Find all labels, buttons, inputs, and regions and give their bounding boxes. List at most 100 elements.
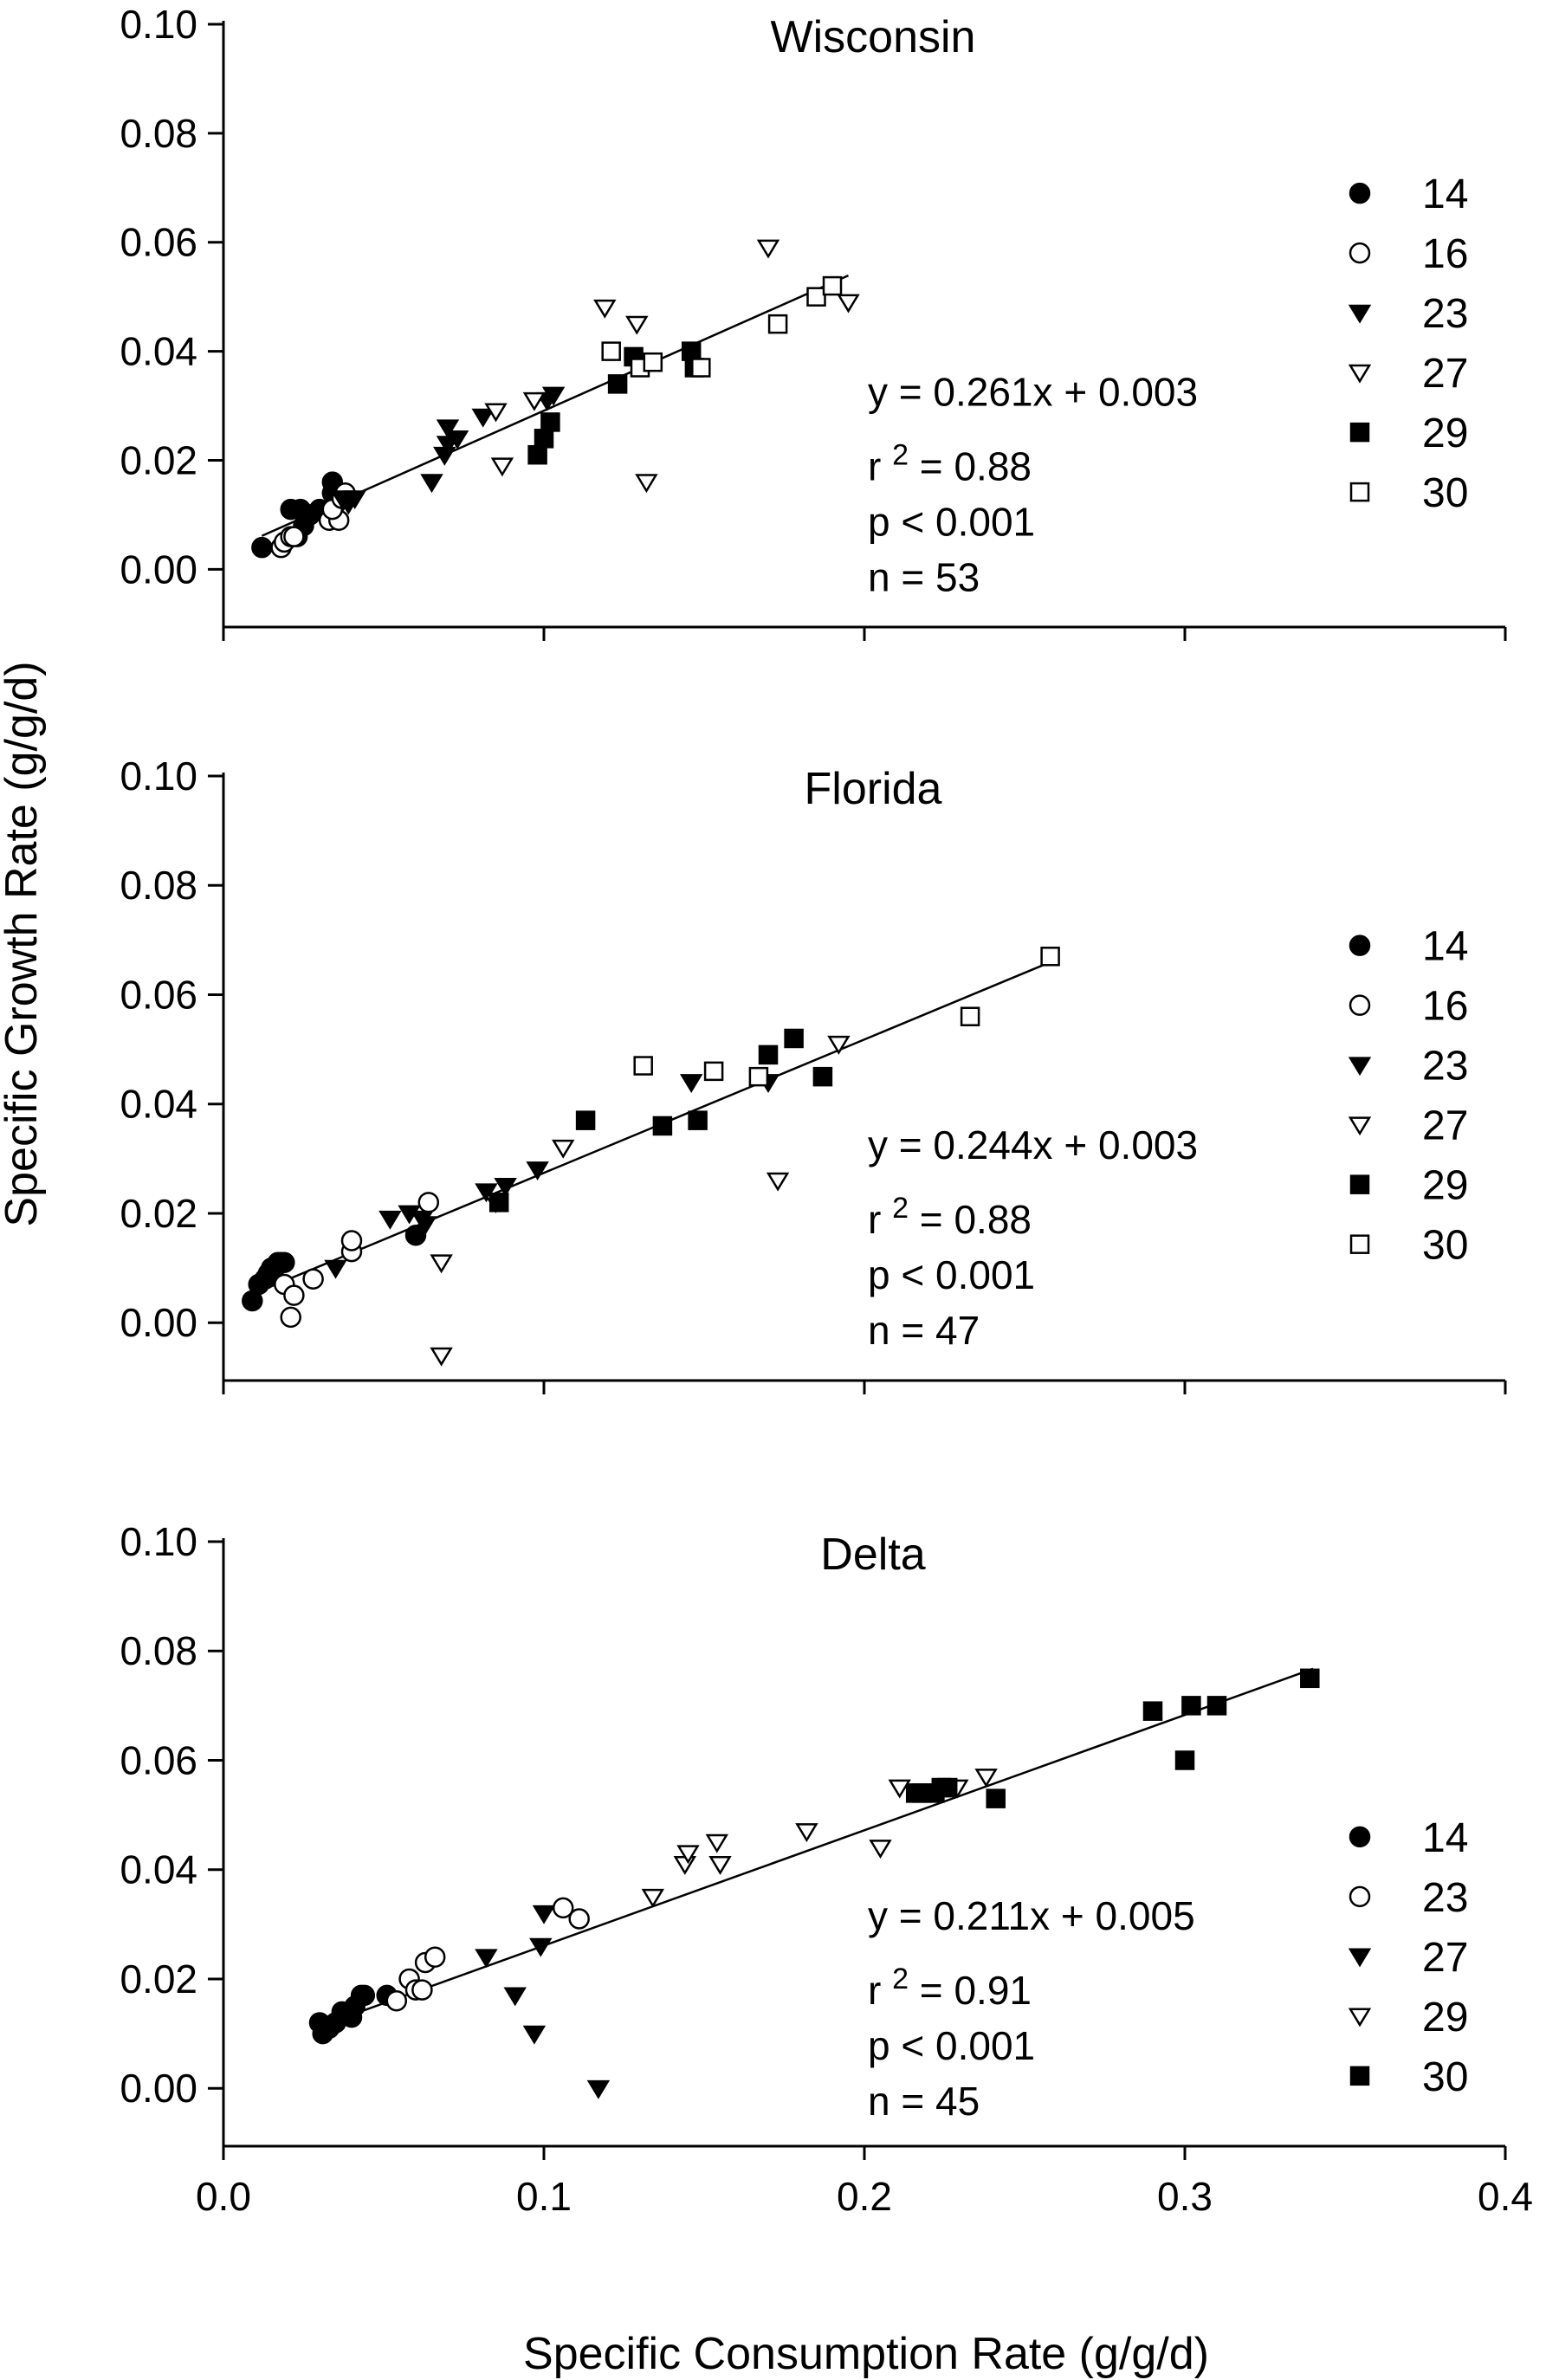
data-point	[385, 1989, 408, 2012]
fit-statistics: y = 0.261x + 0.003 r 2 = 0.88 p < 0.001 n =…	[868, 370, 1198, 600]
legend-marker	[1349, 422, 1370, 443]
y-tick-label: 0.02	[120, 437, 197, 482]
data-point	[601, 341, 621, 361]
data-point	[471, 408, 495, 428]
data-point	[529, 1937, 553, 1957]
y-tick-label: 0.06	[120, 972, 197, 1017]
x-tick-label: 0.2	[837, 2174, 892, 2219]
regression-line	[319, 1667, 1314, 2028]
series-27	[484, 239, 860, 494]
data-point	[490, 457, 514, 477]
legend-label: 29	[1422, 411, 1468, 456]
y-tick-label: 0.00	[120, 546, 197, 592]
data-point	[756, 239, 780, 259]
data-point	[822, 275, 843, 296]
panel-delta: 0.00 0.02 0.04 0.06 0.08 0.10 0.0 0.1 0.2 0.3 0.4 D…	[120, 1519, 1533, 2219]
data-point	[748, 1066, 769, 1087]
legend-label: 23	[1422, 1875, 1468, 1921]
data-point	[302, 1268, 324, 1290]
data-point	[575, 1110, 596, 1130]
fit-statistics: y = 0.244x + 0.003 r 2 = 0.88 p < 0.001 n =…	[868, 1122, 1198, 1353]
data-point	[378, 1210, 402, 1230]
panel-title: Florida	[805, 764, 942, 814]
data-point	[527, 444, 547, 465]
data-point	[806, 287, 826, 307]
data-point	[551, 1139, 575, 1159]
y-tick-label: 0.04	[120, 1082, 197, 1127]
legend-marker	[1349, 994, 1371, 1016]
x-axis-title: Specific Consumption Rate (g/g/d)	[523, 2329, 1209, 2379]
r-squared: r 2 = 0.88	[868, 439, 1032, 489]
y-tick-label: 0.02	[120, 1191, 197, 1236]
equation: y = 0.211x + 0.005	[868, 1893, 1195, 1938]
equation: y = 0.244x + 0.003	[868, 1122, 1198, 1167]
series-29	[488, 1028, 833, 1213]
legend-marker	[1348, 2008, 1372, 2028]
data-point	[643, 352, 663, 372]
data-point	[691, 358, 711, 378]
data-point	[586, 2079, 611, 2099]
data-point	[283, 526, 305, 547]
data-point	[652, 1116, 673, 1136]
data-point	[1206, 1696, 1227, 1716]
data-point	[1300, 1668, 1320, 1689]
data-point	[503, 1987, 527, 2007]
y-tick-label: 0.04	[120, 1847, 197, 1892]
data-point	[532, 1905, 556, 1924]
legend-marker	[1348, 1057, 1372, 1077]
p-value: p < 0.001	[868, 500, 1035, 545]
data-point	[681, 341, 702, 361]
data-point	[767, 314, 788, 334]
y-tick-label: 0.10	[120, 1519, 197, 1564]
series-14	[242, 1224, 427, 1312]
data-point	[593, 299, 617, 319]
data-point	[679, 1074, 703, 1093]
data-point	[607, 374, 628, 394]
x-tick-label: 0.3	[1157, 2174, 1213, 2219]
y-axis-title: Specific Growth Rate (g/g/d)	[0, 661, 47, 1226]
data-point	[430, 1254, 453, 1274]
data-point	[424, 1946, 446, 1968]
legend-marker	[1349, 182, 1371, 204]
data-point	[974, 1769, 998, 1788]
legend-label: 29	[1422, 1995, 1468, 2040]
legend-label: 27	[1422, 1103, 1468, 1149]
legend-label: 30	[1422, 1223, 1468, 1269]
data-point	[688, 1110, 708, 1130]
series-30	[633, 947, 1060, 1087]
data-point	[433, 446, 456, 466]
series-27	[475, 1905, 611, 2099]
sample-size: n = 45	[868, 2079, 980, 2124]
series-14	[308, 1984, 398, 2045]
data-point	[1174, 1750, 1195, 1770]
data-point	[708, 1856, 732, 1875]
data-point	[869, 1840, 892, 1859]
legend-label: 23	[1422, 291, 1468, 337]
data-point	[758, 1044, 779, 1065]
data-point	[812, 1066, 833, 1087]
data-point	[795, 1823, 818, 1843]
data-point	[705, 1834, 729, 1853]
y-tick-label: 0.08	[120, 1628, 197, 1673]
data-point	[488, 1193, 509, 1213]
data-point	[324, 1259, 347, 1279]
legend-label: 14	[1422, 171, 1468, 217]
data-point	[534, 429, 554, 449]
data-point	[526, 1161, 549, 1180]
data-point	[827, 1035, 851, 1055]
data-point	[283, 1284, 305, 1306]
legend-label: 27	[1422, 1935, 1468, 1981]
panel-title: Delta	[820, 1530, 925, 1580]
legend-label: 14	[1422, 924, 1468, 970]
data-point	[436, 419, 460, 439]
panel-florida: 0.00 0.02 0.04 0.06 0.08 0.10 Florida 14 16 23 27 2…	[120, 753, 1507, 1394]
fit-statistics: y = 0.211x + 0.005 r 2 = 0.91 p < 0.001 n =…	[868, 1893, 1195, 2124]
legend-marker	[1349, 482, 1370, 502]
data-point	[888, 1779, 911, 1799]
data-point	[540, 412, 560, 432]
sample-size: n = 47	[868, 1308, 980, 1353]
data-point	[633, 1056, 653, 1076]
data-point	[641, 1888, 665, 1908]
equation: y = 0.261x + 0.003	[868, 370, 1198, 415]
